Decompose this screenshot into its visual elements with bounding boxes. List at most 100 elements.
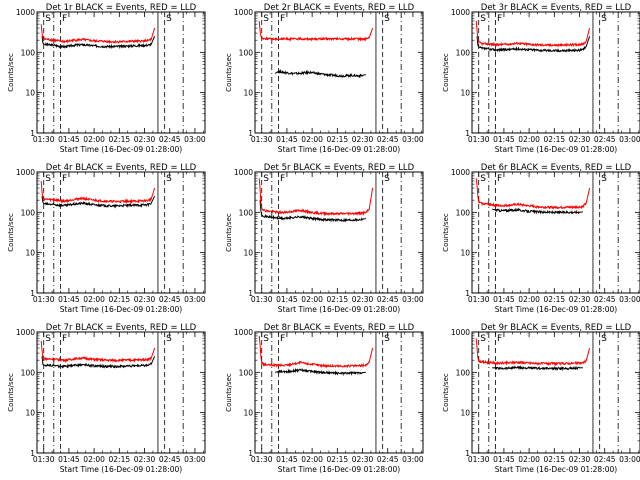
lld-series-line xyxy=(258,178,374,217)
x-tick-label: 02:00 xyxy=(301,455,323,464)
x-tick-label: 02:15 xyxy=(327,135,349,144)
vertical-marker-label: F xyxy=(280,334,285,344)
vertical-marker-label: S xyxy=(166,14,172,24)
vertical-marker-label: S xyxy=(480,14,486,24)
y-tick-label: 100 xyxy=(456,48,471,57)
vertical-marker-label: S xyxy=(480,334,486,344)
events-series-line xyxy=(41,196,156,209)
x-tick-label: 02:30 xyxy=(352,295,374,304)
x-tick-label: 01:45 xyxy=(276,455,298,464)
panel-det-4: Det 4r BLACK = Events, RED = LLD Counts/s… xyxy=(7,163,206,314)
y-axis-label: Counts/sec xyxy=(225,213,233,252)
y-tick-label: 10 xyxy=(25,89,35,98)
panel-det-6: Det 6r BLACK = Events, RED = LLD Counts/s… xyxy=(442,163,640,314)
y-tick-label: 1 xyxy=(30,449,35,458)
x-tick-label: 02:15 xyxy=(544,295,566,304)
x-tick-label: 03:00 xyxy=(184,135,206,144)
x-tick-label: 01:30 xyxy=(33,295,55,304)
x-tick-label: 02:00 xyxy=(83,455,105,464)
x-tick-label: 03:00 xyxy=(402,295,424,304)
y-tick-label: 1 xyxy=(30,129,35,138)
x-tick-label: 02:30 xyxy=(134,455,156,464)
x-tick-label: 03:00 xyxy=(402,135,424,144)
lld-series-line xyxy=(475,178,591,210)
vertical-marker-label: F xyxy=(280,14,285,24)
plot-frame xyxy=(36,171,206,294)
x-tick-label: 01:30 xyxy=(33,455,55,464)
y-tick-label: 1000 xyxy=(234,328,253,337)
vertical-marker-label: S xyxy=(166,334,172,344)
y-tick-label: 10 xyxy=(243,89,253,98)
vertical-marker-label: F xyxy=(280,174,285,184)
plot-frame xyxy=(471,171,640,294)
x-axis-label: Start Time (16-Dec-09 01:28:00) xyxy=(60,465,182,474)
x-tick-label: 02:00 xyxy=(301,135,323,144)
x-tick-label: 01:45 xyxy=(58,295,80,304)
panel-det-8: Det 8r BLACK = Events, RED = LLD Counts/s… xyxy=(225,323,424,474)
x-tick-label: 01:30 xyxy=(251,295,273,304)
x-tick-label: 02:15 xyxy=(109,455,131,464)
x-tick-label: 02:45 xyxy=(594,455,616,464)
y-tick-label: 1 xyxy=(248,449,253,458)
x-tick-label: 01:30 xyxy=(468,135,490,144)
x-tick-label: 03:00 xyxy=(184,295,206,304)
events-series-line xyxy=(41,356,156,369)
panel-title: Det 6r BLACK = Events, RED = LLD xyxy=(481,163,632,173)
vertical-marker-label: F xyxy=(497,334,502,344)
x-tick-label: 01:30 xyxy=(468,455,490,464)
y-tick-label: 1 xyxy=(30,289,35,298)
panel-det-5: Det 5r BLACK = Events, RED = LLD Counts/s… xyxy=(225,163,424,314)
y-tick-label: 100 xyxy=(21,208,36,217)
x-tick-label: 01:45 xyxy=(58,455,80,464)
events-series-line xyxy=(476,36,591,53)
y-tick-label: 10 xyxy=(460,249,470,258)
x-tick-label: 03:00 xyxy=(402,455,424,464)
x-tick-label: 02:00 xyxy=(83,135,105,144)
panel-det-3: Det 3r BLACK = Events, RED = LLD Counts/s… xyxy=(442,3,640,154)
plot-frame xyxy=(254,331,424,454)
x-axis-label: Start Time (16-Dec-09 01:28:00) xyxy=(60,145,182,154)
y-tick-label: 1000 xyxy=(16,8,35,17)
x-tick-label: 02:30 xyxy=(352,135,374,144)
y-tick-label: 1000 xyxy=(234,8,253,17)
lld-series-line xyxy=(40,340,156,364)
x-tick-label: 02:45 xyxy=(159,135,181,144)
y-axis-label: Counts/sec xyxy=(225,373,233,412)
vertical-marker-label: S xyxy=(45,174,51,184)
y-tick-label: 10 xyxy=(25,409,35,418)
x-tick-label: 02:45 xyxy=(377,135,399,144)
x-tick-label: 02:00 xyxy=(518,455,540,464)
x-tick-label: 01:30 xyxy=(468,295,490,304)
y-tick-label: 1 xyxy=(465,449,470,458)
x-axis-label: Start Time (16-Dec-09 01:28:00) xyxy=(278,465,400,474)
x-tick-label: 02:00 xyxy=(83,295,105,304)
x-tick-label: 03:00 xyxy=(184,455,206,464)
x-tick-label: 01:45 xyxy=(58,135,80,144)
plot-frame xyxy=(471,331,640,454)
lld-series-line xyxy=(40,180,156,204)
x-tick-label: 01:45 xyxy=(276,135,298,144)
panel-title: Det 8r BLACK = Events, RED = LLD xyxy=(264,323,415,333)
x-tick-label: 02:30 xyxy=(134,135,156,144)
y-tick-label: 1000 xyxy=(234,168,253,177)
vertical-marker-label: S xyxy=(263,334,269,344)
x-tick-label: 02:15 xyxy=(327,295,349,304)
x-tick-label: 02:30 xyxy=(569,295,591,304)
panel-det-7: Det 7r BLACK = Events, RED = LLD Counts/s… xyxy=(7,323,206,474)
x-tick-label: 02:00 xyxy=(301,295,323,304)
vertical-marker-label: S xyxy=(384,334,390,344)
y-tick-label: 1 xyxy=(248,129,253,138)
plot-frame xyxy=(36,11,206,134)
x-tick-label: 01:45 xyxy=(493,135,515,144)
x-axis-label: Start Time (16-Dec-09 01:28:00) xyxy=(278,145,400,154)
y-tick-label: 10 xyxy=(243,409,253,418)
panel-title: Det 4r BLACK = Events, RED = LLD xyxy=(46,163,197,173)
y-tick-label: 10 xyxy=(243,249,253,258)
vertical-marker-label: S xyxy=(601,174,607,184)
x-tick-label: 01:45 xyxy=(493,455,515,464)
x-axis-label: Start Time (16-Dec-09 01:28:00) xyxy=(495,305,617,314)
y-axis-label: Counts/sec xyxy=(225,53,233,92)
y-tick-label: 1 xyxy=(465,129,470,138)
panel-title: Det 9r BLACK = Events, RED = LLD xyxy=(481,323,632,333)
plot-frame xyxy=(36,331,206,454)
